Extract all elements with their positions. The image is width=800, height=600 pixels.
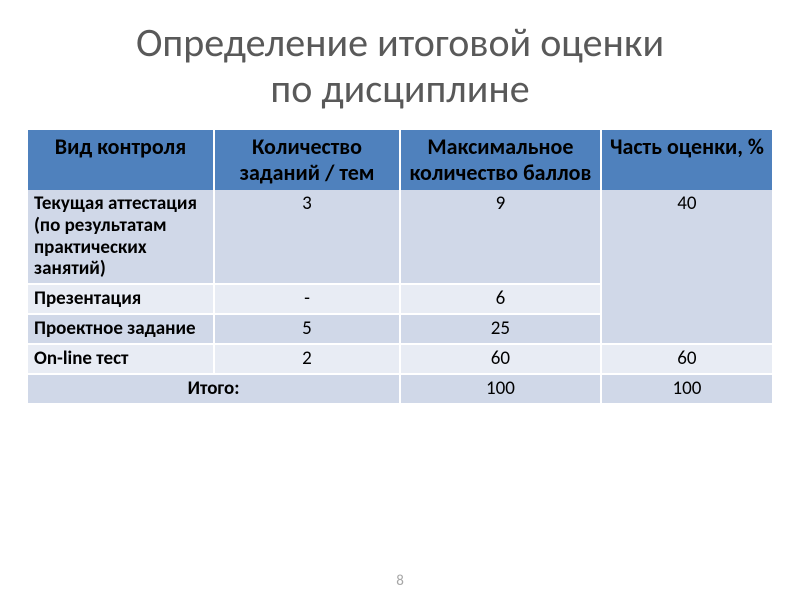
- row-tasks: -: [214, 284, 400, 314]
- col-header-tasks: Количество заданий / тем: [214, 130, 400, 190]
- row-label: On-line тест: [28, 344, 214, 374]
- row-label: Проектное задание: [28, 314, 214, 344]
- table-header-row: Вид контроля Количество заданий / тем Ма…: [28, 130, 772, 190]
- table-row: Текущая аттестация (по результатам практ…: [28, 190, 772, 284]
- row-share: 60: [601, 344, 772, 374]
- title-line2: по дисциплине: [270, 64, 529, 113]
- row-tasks: 3: [214, 190, 400, 284]
- row-points: 60: [400, 344, 601, 374]
- row-tasks: 5: [214, 314, 400, 344]
- table-total-row: Итого: 100 100: [28, 374, 772, 404]
- row-points: 9: [400, 190, 601, 284]
- row-points: 25: [400, 314, 601, 344]
- col-header-points: Максимальное количество баллов: [400, 130, 601, 190]
- total-label: Итого:: [28, 374, 400, 404]
- row-share: 40: [601, 190, 772, 344]
- row-tasks: 2: [214, 344, 400, 374]
- page-number: 8: [0, 572, 800, 590]
- row-points: 6: [400, 284, 601, 314]
- total-share: 100: [601, 374, 772, 404]
- page-title: Определение итоговой оценки по дисциплин…: [28, 20, 772, 112]
- row-label: Текущая аттестация (по результатам практ…: [28, 190, 214, 284]
- table-row: On-line тест 2 60 60: [28, 344, 772, 374]
- row-label: Презентация: [28, 284, 214, 314]
- grading-table: Вид контроля Количество заданий / тем Ма…: [28, 130, 772, 405]
- col-header-share: Часть оценки, %: [601, 130, 772, 190]
- title-line1: Определение итоговой оценки: [136, 18, 664, 67]
- col-header-type: Вид контроля: [28, 130, 214, 190]
- total-points: 100: [400, 374, 601, 404]
